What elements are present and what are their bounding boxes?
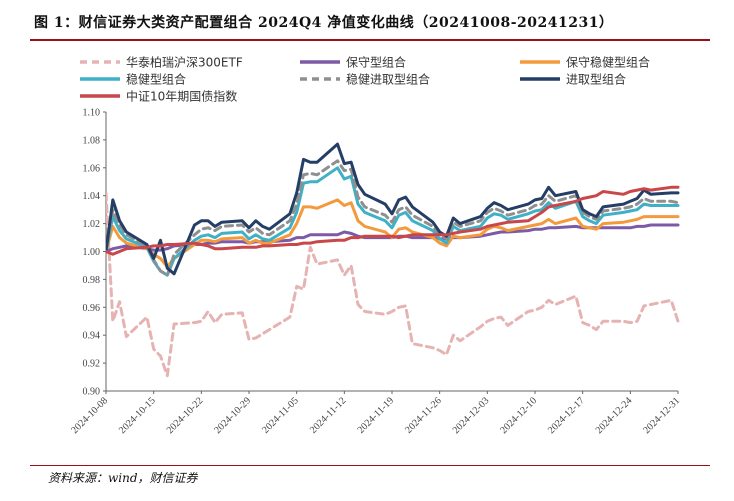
x-tick-label: 2024-10-08 [69,395,110,436]
legend-item: 中证10年期国债指数 [80,89,237,104]
legend-item: 进取型组合 [520,72,626,87]
y-tick-label: 0.94 [83,331,101,342]
y-tick-label: 0.90 [83,387,101,398]
legend-item: 稳健型组合 [80,72,186,87]
y-tick-label: 1.06 [83,163,101,174]
x-tick-label: 2024-12-24 [594,395,635,436]
y-tick-label: 1.10 [83,108,101,119]
legend-item: 保守型组合 [300,55,406,70]
x-tick-label: 2024-10-29 [212,395,253,436]
y-tick-label: 1.04 [83,191,101,202]
x-tick-label: 2024-11-05 [260,395,301,436]
series-line-4 [106,166,680,277]
x-axis-ticks: 2024-10-08 2024-10-15 2024-10-22 2024-10-29… [69,391,682,436]
series-line-7 [106,185,680,256]
source-rule [30,465,710,466]
series-line-1 [106,191,680,378]
x-tick-label: 2024-11-12 [308,395,349,436]
title-rule [30,39,710,41]
chart-axes [105,112,678,392]
x-tick-label: 2024-10-22 [165,395,206,436]
y-tick-label: 1.00 [83,247,101,258]
x-tick-label: 2024-10-15 [117,395,158,436]
y-tick-label: 1.02 [83,219,101,230]
y-tick-label: 0.92 [83,359,101,370]
legend-label: 稳健型组合 [126,72,186,87]
legend-item: 保守稳健型组合 [520,55,650,70]
y-tick-label: 1.08 [83,135,101,146]
x-tick-label: 2024-12-10 [498,395,539,436]
legend-label: 进取型组合 [566,72,626,87]
legend-label: 中证10年期国债指数 [126,89,237,104]
x-tick-label: 2024-11-26 [403,395,444,436]
legend-label: 保守型组合 [346,55,406,70]
x-tick-label: 2024-12-17 [546,395,587,436]
y-tick-label: 0.96 [83,303,101,314]
source-note: 资料来源：wind，财信证券 [48,471,198,485]
legend-item: 稳健进取型组合 [300,72,430,87]
y-tick-label: 0.98 [83,275,101,286]
legend-item: 华泰柏瑞沪深300ETF [80,55,243,70]
chart-series [106,142,680,378]
figure-title: 图 1：财信证券大类资产配置组合 2024Q4 净值变化曲线（20241008-… [34,15,614,31]
x-tick-label: 2024-11-19 [356,395,397,436]
legend-label: 华泰柏瑞沪深300ETF [126,55,243,70]
x-tick-label: 2024-12-31 [641,395,682,436]
legend-label: 稳健进取型组合 [346,72,430,87]
x-tick-label: 2024-12-03 [451,395,492,436]
series-line-5 [106,159,680,277]
series-line-6 [106,142,680,276]
legend-label: 保守稳健型组合 [566,55,650,70]
y-axis-ticks: 0.90 0.92 0.94 0.96 0.98 1.00 1.02 1.04 1.06 1.08… [83,108,106,398]
